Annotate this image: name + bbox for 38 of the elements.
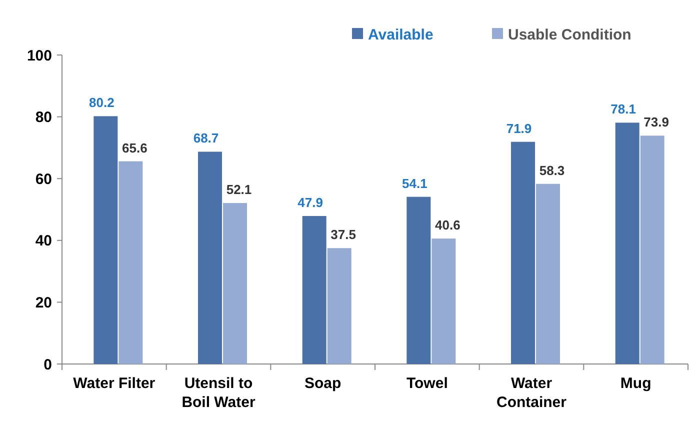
data-label: 54.1 <box>402 176 428 191</box>
x-tick-label: Mug <box>620 375 652 392</box>
legend-label: Available <box>368 26 434 44</box>
y-tick-label: 100 <box>26 47 52 64</box>
bar <box>223 203 247 364</box>
data-label: 47.9 <box>298 194 323 210</box>
bar <box>118 161 143 364</box>
x-tick-label: Towel <box>406 375 448 392</box>
bar <box>406 196 431 364</box>
bar <box>615 122 640 364</box>
bar <box>432 238 456 364</box>
data-label: 68.7 <box>193 130 219 146</box>
data-label: 73.9 <box>644 114 669 130</box>
bar <box>511 142 535 364</box>
data-label: 58.3 <box>539 162 565 178</box>
y-tick-label: 40 <box>35 232 52 250</box>
data-label: 71.9 <box>506 120 532 136</box>
bar <box>536 184 560 364</box>
data-label: 40.6 <box>435 218 460 233</box>
data-label: 37.5 <box>330 227 356 242</box>
x-tick-label: Soap <box>304 375 342 392</box>
data-label: 78.1 <box>610 102 636 117</box>
data-label: 52.1 <box>226 182 252 198</box>
y-tick-label: 60 <box>35 170 52 188</box>
data-label: 80.2 <box>89 95 114 110</box>
y-tick-label: 80 <box>35 109 52 126</box>
y-tick-label: 0 <box>44 356 52 374</box>
x-tick-label: Water Filter <box>73 375 156 392</box>
bar <box>327 248 352 364</box>
x-tick-label: Water Container <box>496 375 567 411</box>
bar <box>94 116 118 364</box>
data-label: 65.6 <box>122 140 148 156</box>
legend-label: Usable Condition <box>508 26 632 44</box>
y-tick-label: 20 <box>35 294 52 312</box>
bar <box>302 216 326 364</box>
bar <box>640 136 664 364</box>
x-tick-label: Utensil to Boil Water <box>182 375 256 411</box>
bar <box>198 152 222 364</box>
